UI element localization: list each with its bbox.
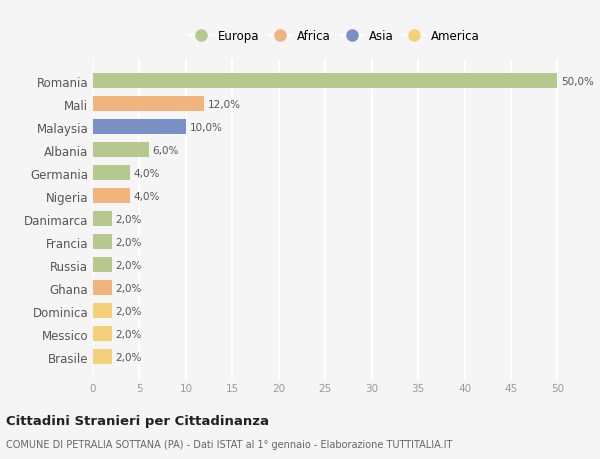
Bar	[93, 235, 112, 250]
Bar	[93, 166, 130, 181]
Bar	[93, 280, 112, 296]
Bar	[93, 303, 112, 319]
Bar	[93, 97, 205, 112]
Legend: Europa, Africa, Asia, America: Europa, Africa, Asia, America	[187, 27, 482, 45]
Text: 10,0%: 10,0%	[190, 123, 223, 133]
Text: 6,0%: 6,0%	[152, 146, 179, 156]
Bar	[93, 349, 112, 364]
Bar	[93, 120, 186, 135]
Bar	[93, 326, 112, 341]
Bar	[93, 74, 557, 89]
Text: 2,0%: 2,0%	[115, 214, 142, 224]
Text: COMUNE DI PETRALIA SOTTANA (PA) - Dati ISTAT al 1° gennaio - Elaborazione TUTTIT: COMUNE DI PETRALIA SOTTANA (PA) - Dati I…	[6, 440, 452, 449]
Bar	[93, 143, 149, 158]
Bar	[93, 257, 112, 273]
Text: 2,0%: 2,0%	[115, 306, 142, 316]
Text: 12,0%: 12,0%	[208, 100, 241, 110]
Text: 2,0%: 2,0%	[115, 237, 142, 247]
Bar	[93, 189, 130, 204]
Bar	[93, 212, 112, 227]
Text: 2,0%: 2,0%	[115, 352, 142, 362]
Text: 50,0%: 50,0%	[561, 77, 594, 87]
Text: 4,0%: 4,0%	[134, 168, 160, 178]
Text: 2,0%: 2,0%	[115, 260, 142, 270]
Text: Cittadini Stranieri per Cittadinanza: Cittadini Stranieri per Cittadinanza	[6, 414, 269, 428]
Text: 2,0%: 2,0%	[115, 329, 142, 339]
Text: 4,0%: 4,0%	[134, 191, 160, 201]
Text: 2,0%: 2,0%	[115, 283, 142, 293]
